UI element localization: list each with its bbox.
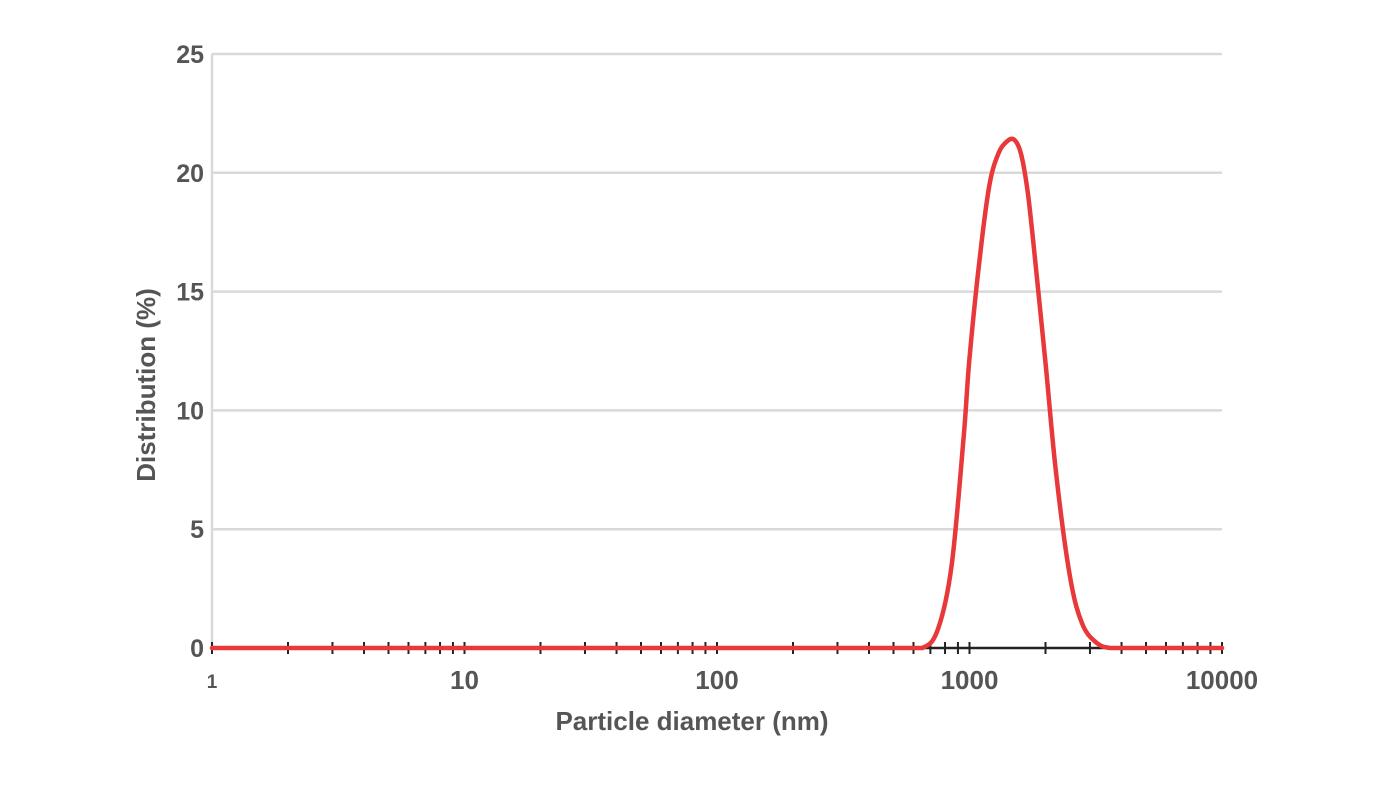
y-tick-label-5: 5 <box>190 516 204 544</box>
x-tick-label-10000: 10000 <box>1186 665 1258 695</box>
x-tick-label-10: 10 <box>450 665 479 695</box>
x-tick-labels: 1 10 100 1000 10000 <box>207 665 1258 695</box>
x-tick-label-100: 100 <box>695 665 738 695</box>
y-tick-label-0: 0 <box>190 635 204 663</box>
x-axis-title: Particle diameter (nm) <box>555 706 828 736</box>
y-tick-labels: 0 5 10 15 20 25 <box>176 41 204 663</box>
y-tick-label-20: 20 <box>176 160 204 188</box>
y-tick-label-10: 10 <box>176 397 204 425</box>
gridlines <box>212 52 1222 531</box>
y-tick-label-15: 15 <box>176 279 204 307</box>
y-axis-title: Distribution (%) <box>131 288 161 482</box>
series-line <box>209 136 1225 651</box>
x-tick-label-1: 1 <box>207 672 218 693</box>
y-tick-label-25: 25 <box>176 41 204 69</box>
x-tick-label-1000: 1000 <box>941 665 999 695</box>
